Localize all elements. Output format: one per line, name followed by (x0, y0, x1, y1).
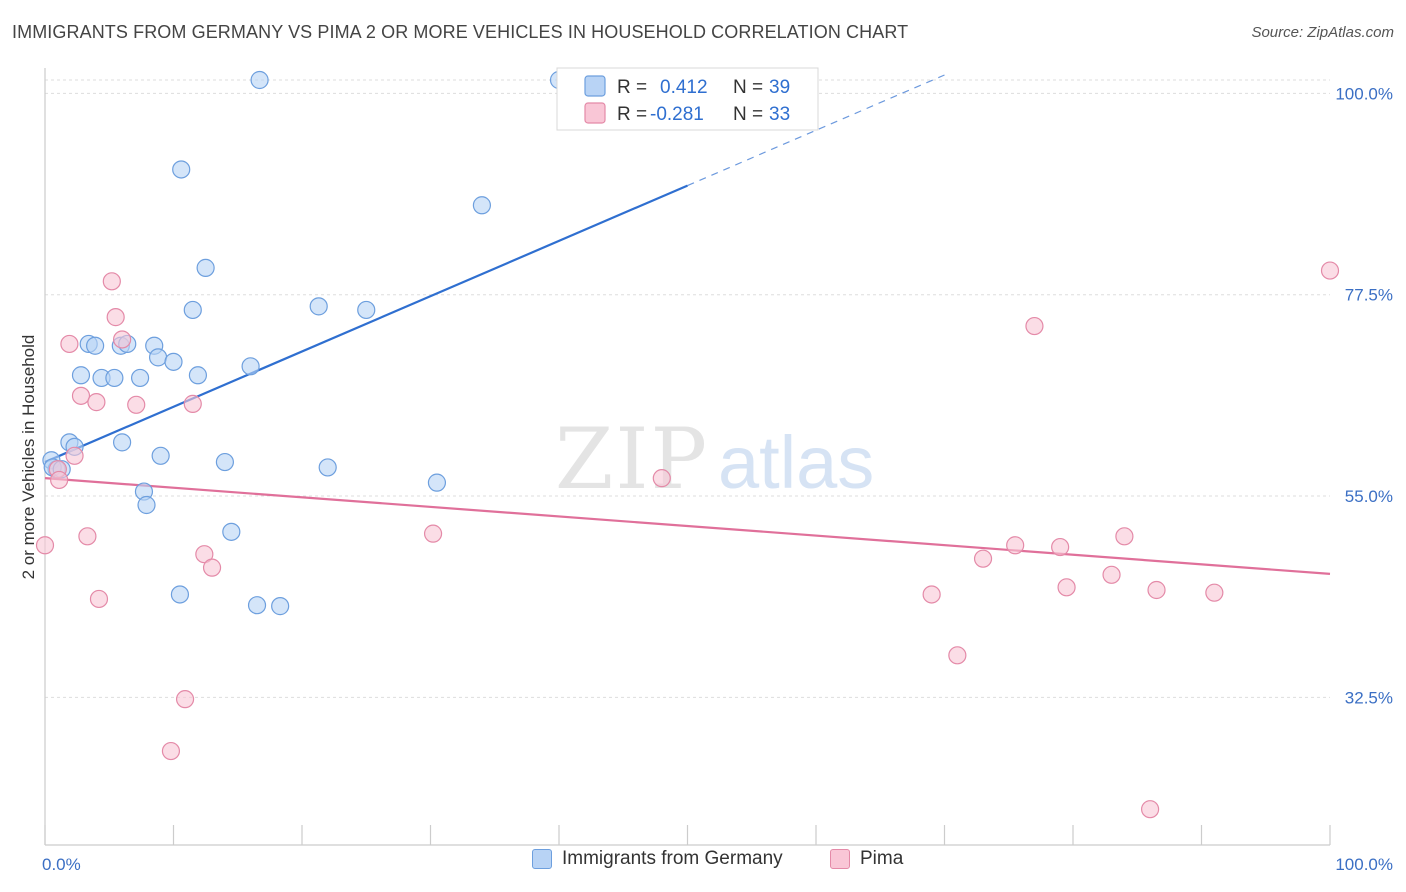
data-point-germany (112, 433, 132, 452)
data-point-germany (472, 196, 491, 215)
data-point-pima (112, 330, 132, 349)
legend-n-value-germany: 39 (769, 77, 790, 98)
data-point-germany (86, 336, 105, 355)
legend-r-value-germany: 0.412 (660, 77, 708, 98)
data-point-germany (164, 352, 183, 371)
data-point-pima (922, 585, 941, 604)
data-point-pima (60, 334, 79, 354)
data-point-pima (1147, 580, 1166, 600)
trend-line-pima (44, 477, 1331, 575)
trend-lines (44, 74, 1331, 575)
data-point-pima (1051, 537, 1070, 557)
data-point-germany (170, 585, 190, 604)
data-point-pima (50, 470, 69, 490)
data-point-pima (652, 469, 671, 488)
data-point-germany (427, 473, 447, 492)
x-tick-label: 100.0% (1335, 855, 1393, 874)
data-point-germany (137, 495, 156, 515)
data-point-germany (130, 368, 150, 388)
data-point-germany (148, 348, 168, 367)
data-point-pima (195, 545, 214, 564)
data-point-germany (172, 160, 191, 179)
data-point-germany (357, 300, 376, 320)
data-point-pima (1102, 565, 1121, 584)
legend-swatch-pima-bottom (830, 849, 850, 869)
watermark-atlas: atlas (718, 421, 874, 504)
y-tick-label: 77.5% (1345, 286, 1393, 305)
data-point-pima (78, 527, 97, 546)
legend-r-label-germany: R = (617, 77, 647, 98)
legend-n-value-pima: 33 (769, 104, 790, 125)
data-point-pima (106, 308, 125, 327)
watermark: ZIP atlas (555, 410, 874, 508)
data-point-germany (215, 452, 234, 472)
data-point-pima (183, 394, 202, 413)
data-point-pima (175, 690, 195, 709)
legend-swatch-germany-bottom (532, 849, 552, 869)
data-point-pima (1006, 536, 1025, 555)
data-point-pima (87, 393, 106, 412)
y-tick-label: 100.0% (1335, 84, 1393, 103)
data-point-germany (222, 522, 241, 541)
data-point-germany (151, 446, 170, 465)
data-point-germany (188, 366, 208, 385)
watermark-zip: ZIP (555, 410, 709, 508)
legend-box: R = 0.412 N = 39 R = -0.281 N = 33 (556, 67, 819, 131)
data-point-pima (1140, 800, 1160, 819)
legend-n-label-germany: N = (733, 77, 763, 98)
data-point-germany (271, 597, 290, 616)
data-point-germany (318, 458, 337, 477)
x-tick-label: 0.0% (42, 855, 81, 874)
data-point-germany (241, 357, 260, 376)
data-point-pima (35, 536, 55, 555)
data-point-germany (105, 368, 124, 388)
data-point-germany (309, 297, 328, 316)
trend-line-germany (44, 184, 688, 464)
legend-label-pima: Pima (860, 848, 904, 869)
data-point-pima (1115, 527, 1134, 546)
data-point-germany (250, 70, 269, 90)
data-point-germany (247, 596, 267, 615)
data-point-pima (89, 589, 109, 609)
data-point-germany (196, 258, 215, 277)
data-point-pima (948, 646, 967, 665)
y-axis-title: 2 or more Vehicles in Household (19, 335, 38, 580)
y-tick-label: 55.0% (1345, 487, 1393, 506)
data-point-pima (102, 272, 121, 291)
legend-swatch-pima (584, 102, 606, 124)
data-points (35, 70, 1340, 819)
data-point-pima (973, 549, 993, 568)
tick-labels: 32.5% 55.0% 77.5% 100.0% 0.0% 100.0% (42, 84, 1393, 874)
data-point-pima (1320, 261, 1340, 280)
data-point-pima (161, 741, 181, 761)
source-label: Source: ZipAtlas.com (1251, 24, 1394, 41)
legend-item-germany: Immigrants from Germany (532, 848, 783, 870)
data-point-pima (71, 386, 91, 405)
data-point-germany (183, 300, 202, 320)
data-point-pima (1025, 316, 1044, 336)
data-point-pima (1057, 578, 1076, 597)
grid-lines (45, 79, 1330, 698)
y-tick-label: 32.5% (1345, 688, 1393, 707)
legend-swatch-germany (584, 75, 606, 97)
data-point-germany (71, 366, 91, 385)
legend-label-germany: Immigrants from Germany (562, 848, 783, 869)
data-point-pima (127, 395, 146, 414)
axes (44, 68, 1331, 846)
data-point-pima (1205, 583, 1224, 602)
data-point-pima (423, 524, 443, 543)
chart-title: IMMIGRANTS FROM GERMANY VS PIMA 2 OR MOR… (12, 22, 909, 42)
legend-n-label-pima: N = (733, 104, 763, 125)
legend-item-pima: Pima (830, 848, 903, 870)
data-point-pima (65, 446, 84, 465)
legend-r-value-pima: -0.281 (650, 104, 704, 125)
data-point-pima (202, 558, 222, 577)
legend-r-label-pima: R = (617, 104, 647, 125)
bottom-legend: Immigrants from Germany Pima (0, 848, 1406, 880)
